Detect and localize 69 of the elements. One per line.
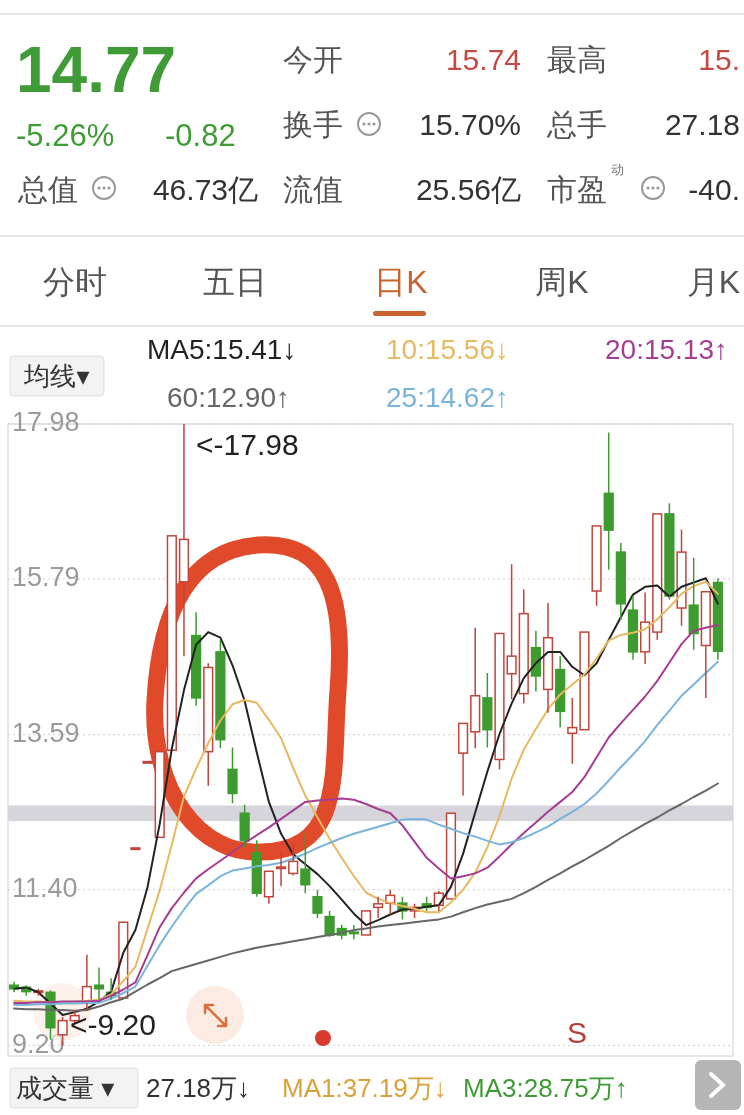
text: 均线▾ [23,361,90,391]
candlestick [700,590,711,699]
candlestick [506,563,517,701]
candlestick [215,639,226,749]
text: 27.18万↓ [146,1073,251,1103]
candlestick [567,697,578,765]
text: 最高 [547,43,607,76]
text: -0.82 [165,118,236,153]
candlestick [482,672,493,749]
y-tick-label: 13.59 [12,717,80,748]
text: 月K [686,264,740,300]
candlestick [178,423,190,657]
candlestick [640,591,651,665]
text: 15.74 [445,43,521,76]
candlestick [676,528,687,627]
text: 日K [374,264,428,300]
y-tick-label: 17.98 [12,407,80,438]
candlestick [518,588,529,705]
annotation: <-9.20 [70,1007,156,1041]
candlestick [263,870,275,905]
candlestick [227,746,238,805]
text: 五日 [203,264,267,300]
text: 25.56亿 [415,173,521,206]
candlestick [288,842,299,877]
candlestick [542,602,554,714]
candlestick [457,722,469,797]
text: 15.70% [419,108,521,141]
candlestick [712,577,724,661]
text: MA5:15.41↓ [147,334,297,366]
candlestick [555,655,566,729]
text: -5.26% [16,118,115,153]
y-tick-label: 11.40 [12,872,78,903]
text: 流值 [283,173,343,206]
candlestick [615,542,626,621]
candlestick [93,966,105,1001]
candlestick [627,595,639,661]
y-tick-label: 15.79 [12,562,80,593]
text: 总值 [17,173,78,206]
candlestick [603,431,614,571]
text: 25:14.62↑ [386,382,509,414]
text: 10:15.56↓ [386,334,509,366]
text: 27.18 [664,108,740,141]
text: 换手 [283,108,343,141]
text: 60:12.90↑ [167,382,290,414]
candlestick [470,627,481,749]
text: 动 [611,162,624,177]
y-tick-label: 9.20 [12,1028,65,1059]
text: 20:15.13↑ [605,334,728,366]
candlestick [300,832,311,894]
text: 分时 [43,264,107,300]
text: 成交量 ▾ [16,1073,115,1103]
line-series [13,782,719,1012]
text: 14.77 [16,34,177,106]
text: 46.73亿 [152,173,258,206]
text: MA1:37.19万↓ [282,1073,447,1103]
annotation: <-17.98 [196,427,299,461]
text: 今开 [283,43,343,76]
text: 15. [698,43,740,76]
candlestick [688,557,699,651]
text: 周K [535,264,589,300]
text: 总手 [546,108,607,141]
text: MA3:28.75万↑ [463,1073,628,1103]
candlestick [373,896,384,919]
candlestick [275,850,287,887]
candlestick [251,839,262,898]
text: -40. [688,173,740,206]
candlestick [203,662,214,787]
annotation: S [566,1015,588,1049]
text: 市盈 [547,173,607,206]
